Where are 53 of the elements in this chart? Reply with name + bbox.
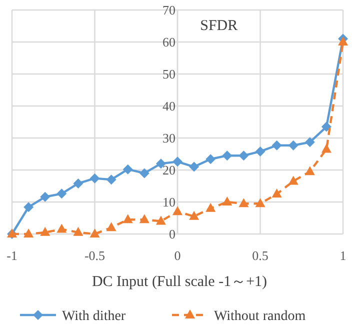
point [106,222,116,232]
point [139,168,150,178]
x-tick-label: -1 [6,248,18,263]
point [206,154,216,164]
y-tick-label: 30 [162,130,176,146]
point [122,214,133,224]
point [40,226,50,236]
point [255,198,266,208]
point [122,164,133,174]
point [56,188,67,199]
point [40,192,50,202]
point [238,198,249,208]
point [222,196,232,206]
point [304,166,315,176]
point [272,140,282,150]
point [189,210,200,220]
point [106,174,116,185]
point [56,224,67,233]
y-tick-label: 40 [162,98,176,114]
y-tick-label: 70 [162,2,176,18]
y-tick-label: 0 [169,226,176,242]
point [304,137,315,148]
point [24,202,34,212]
legend-label: Without random [214,309,306,324]
point [272,188,282,198]
point [206,202,216,212]
y-tick-label: 50 [162,66,176,82]
y-tick-label: 10 [162,194,176,210]
point [222,150,232,161]
x-tick-label: 0.5 [252,248,268,263]
point [24,228,34,238]
point [139,214,150,224]
point [172,206,182,216]
x-tick-label: -0.5 [84,248,106,263]
point [238,150,249,161]
point [288,176,298,185]
y-tick-label: 20 [162,162,176,178]
point [321,144,332,153]
x-tick-label: 1 [340,248,346,263]
text: SFDR [200,18,238,34]
point [321,122,332,132]
point [255,146,266,156]
point [156,216,166,225]
point [73,226,84,236]
legend-label: With dither [62,309,126,324]
point [172,156,182,167]
point [288,140,298,150]
point [90,228,100,238]
point [73,178,84,188]
x-axis-title: DC Input (Full scale -1～+1) [92,274,268,290]
point [189,162,200,172]
point [90,173,100,184]
y-tick-label: 60 [162,34,176,50]
